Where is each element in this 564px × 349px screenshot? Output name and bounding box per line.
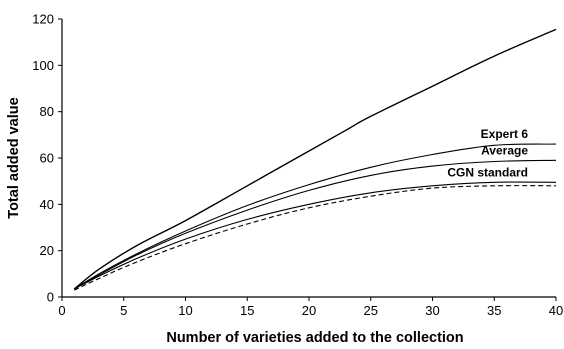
y-tick-label: 60 (40, 151, 54, 166)
series-label-average: Average (481, 143, 528, 157)
series-label-cgn: CGN standard (447, 165, 528, 179)
x-tick-label: 15 (240, 303, 254, 318)
y-tick-label: 0 (47, 290, 54, 305)
x-tick-label: 40 (549, 303, 563, 318)
y-axis-title: Total added value (6, 97, 22, 218)
y-axis-ticks: 0 20 40 60 80 100 120 (32, 12, 62, 305)
y-tick-label: 100 (32, 58, 54, 73)
y-tick-label: 20 (40, 243, 54, 258)
x-axis-ticks: 0 5 10 15 20 25 30 35 40 (58, 297, 563, 318)
x-tick-label: 0 (58, 303, 65, 318)
series-line-expert6 (74, 143, 557, 290)
series-line-top (73, 28, 557, 290)
series-line-dashed (74, 185, 557, 291)
y-tick-label: 40 (40, 197, 54, 212)
x-tick-label: 20 (302, 303, 316, 318)
x-axis-title: Number of varieties added to the collect… (166, 330, 463, 346)
plot-lines (73, 28, 557, 291)
series-labels: Expert 6 Average CGN standard (447, 127, 528, 179)
y-tick-label: 120 (32, 12, 54, 27)
x-tick-label: 35 (487, 303, 501, 318)
x-tick-label: 30 (425, 303, 439, 318)
series-label-expert6: Expert 6 (481, 127, 529, 141)
y-tick-label: 80 (40, 104, 54, 119)
x-tick-label: 10 (178, 303, 192, 318)
x-tick-label: 25 (364, 303, 378, 318)
series-line-cgn (74, 181, 557, 290)
series-line-average (74, 159, 557, 290)
x-tick-label: 5 (120, 303, 127, 318)
